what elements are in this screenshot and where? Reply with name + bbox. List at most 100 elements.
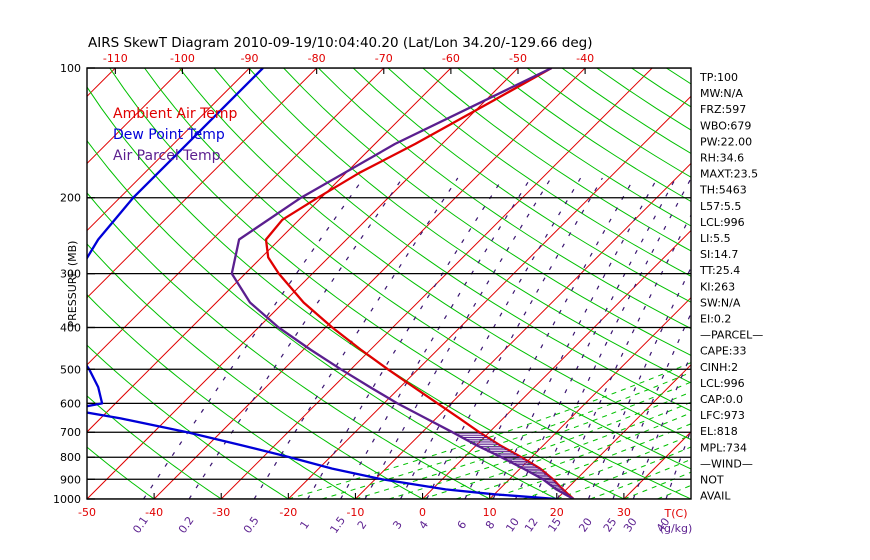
bottom-temperature-tick-label: -50 bbox=[78, 506, 96, 519]
parameter-cape: CAPE:33 bbox=[700, 345, 747, 358]
parameter-lcl2: LCL:996 bbox=[700, 377, 745, 390]
parameter-sw: SW:N/A bbox=[700, 296, 741, 309]
parameter-lcl: LCL:996 bbox=[700, 216, 745, 229]
isotherm-line bbox=[287, 95, 691, 499]
pressure-tick-label: 600 bbox=[60, 397, 81, 410]
moist-adiabat-line bbox=[590, 458, 691, 499]
parameter-ei: EI:0.2 bbox=[700, 313, 731, 326]
bottom-temperature-tick-label: 30 bbox=[617, 506, 631, 519]
legend-item-2: Dew Point Temp bbox=[113, 127, 225, 143]
isotherm-line bbox=[87, 68, 183, 165]
parameter-pw: PW:22.00 bbox=[700, 135, 752, 148]
curve-layer bbox=[87, 68, 575, 499]
isotherm-line bbox=[87, 68, 250, 232]
isotherm-line bbox=[87, 68, 318, 299]
mixing-ratio-line bbox=[364, 177, 552, 499]
parameter-rh: RH:34.6 bbox=[700, 152, 744, 165]
dry-adiabat-line bbox=[87, 243, 423, 499]
pressure-tick-label: 700 bbox=[60, 426, 81, 439]
bottom-temperature-tick-label: 0 bbox=[419, 506, 426, 519]
parameter-cinh: CINH:2 bbox=[700, 361, 738, 374]
dry-adiabat-line bbox=[387, 68, 691, 277]
pressure-tick-label: 500 bbox=[60, 363, 81, 376]
plot-frame bbox=[86, 67, 692, 500]
mixing-ratio-line bbox=[307, 177, 504, 499]
legend-item-3: Air Parcel Temp bbox=[113, 148, 221, 164]
mixing-ratio-line bbox=[188, 177, 403, 499]
bottom-temperature-tick-label: -30 bbox=[212, 506, 230, 519]
parameter-frz: FRZ:597 bbox=[700, 103, 746, 116]
pressure-tick-label: 900 bbox=[60, 473, 81, 486]
x-axis-label-mixing-ratio: (g/kg) bbox=[660, 522, 693, 535]
parameter-si: SI:14.7 bbox=[700, 248, 738, 261]
mixing-ratio-line bbox=[557, 213, 691, 499]
mixing-ratio-line bbox=[340, 177, 532, 499]
dry-adiabat-line bbox=[87, 446, 155, 499]
parameter-tt: TT:25.4 bbox=[699, 264, 740, 277]
top-temperature-tick-label: -60 bbox=[442, 52, 460, 65]
pressure-tick-label: 300 bbox=[60, 268, 81, 281]
dry-adiabat-line bbox=[422, 68, 691, 252]
dry-adiabat-line bbox=[87, 395, 222, 499]
legend-item-1: Ambient Air Temp bbox=[113, 106, 238, 122]
top-temperature-tick-label: -80 bbox=[308, 52, 326, 65]
pressure-tick-label: 1000 bbox=[53, 493, 81, 506]
legend: Ambient Air Temp Dew Point Temp Air Parcel… bbox=[113, 106, 238, 164]
bottom-temperature-tick-label: 20 bbox=[550, 506, 564, 519]
isotherm-line bbox=[422, 229, 691, 499]
top-temperature-tick-label: -50 bbox=[509, 52, 527, 65]
dry-adiabat-line bbox=[109, 68, 691, 499]
isotherm-line bbox=[220, 68, 653, 499]
parameter-th: TH:5463 bbox=[699, 184, 747, 197]
dry-adiabat-line bbox=[144, 68, 691, 470]
parameter-lfc: LFC:973 bbox=[700, 409, 745, 422]
pressure-tick-label: 400 bbox=[60, 321, 81, 334]
parameter-w2: AVAIL bbox=[700, 490, 731, 503]
parameter-hdr2: —WIND— bbox=[700, 457, 753, 470]
page-title: AIRS SkewT Diagram 2010-09-19/10:04:40.2… bbox=[88, 35, 593, 51]
parameter-ki: KI:263 bbox=[700, 280, 735, 293]
parameter-cap: CAP:0.0 bbox=[700, 393, 743, 406]
parameter-maxt: MAXT:23.5 bbox=[700, 168, 758, 181]
dry-adiabat-line bbox=[87, 192, 490, 499]
pressure-tick-label: 200 bbox=[60, 192, 81, 205]
bottom-temperature-tick-label: -20 bbox=[279, 506, 297, 519]
dry-adiabat-line bbox=[283, 68, 691, 356]
parameter-w1: NOT bbox=[700, 474, 724, 487]
dry-adiabat-line bbox=[213, 68, 691, 412]
bottom-temperature-tick-label: -40 bbox=[145, 506, 163, 519]
dry-adiabat-line bbox=[352, 68, 691, 303]
dry-adiabat-line bbox=[248, 68, 691, 384]
mixing-ratio-line bbox=[665, 428, 691, 499]
top-temperature-tick-label: -100 bbox=[170, 52, 195, 65]
dry-adiabat-line bbox=[318, 68, 691, 330]
parameter-l57: L57:5.5 bbox=[700, 200, 741, 213]
moist-adiabat-line bbox=[489, 423, 691, 499]
parameter-el: EL:818 bbox=[700, 425, 738, 438]
dry-adiabat-line bbox=[178, 68, 691, 441]
curve-air-parcel-temp bbox=[230, 68, 575, 499]
grid-layer bbox=[87, 68, 691, 499]
top-temperature-tick-label: -90 bbox=[241, 52, 259, 65]
mixing-ratio-line bbox=[612, 311, 691, 499]
isotherm-line bbox=[87, 68, 385, 366]
moist-adiabat-line bbox=[321, 371, 691, 499]
parameter-tp: TP:100 bbox=[699, 71, 738, 84]
mixing-ratio-line bbox=[632, 353, 691, 499]
moist-adiabat-line bbox=[455, 412, 691, 499]
dry-adiabat-line bbox=[87, 86, 625, 499]
isotherm-line bbox=[489, 296, 691, 499]
dry-adiabat-line bbox=[87, 293, 356, 499]
mixing-ratio-line bbox=[143, 177, 365, 499]
moist-adiabat-line bbox=[388, 391, 691, 499]
mixing-ratio-line bbox=[587, 266, 691, 499]
parameter-panel: TP:100 MW:N/A FRZ:597 WBO:679 PW:22.00 RH:34.… bbox=[699, 71, 763, 503]
parameter-hdr1: —PARCEL— bbox=[700, 329, 763, 342]
isotherm-line bbox=[87, 68, 452, 433]
x-axis-label-temperature: T(C) bbox=[664, 507, 688, 520]
isotherm-line bbox=[355, 162, 691, 499]
parameter-li: LI:5.5 bbox=[700, 232, 731, 245]
